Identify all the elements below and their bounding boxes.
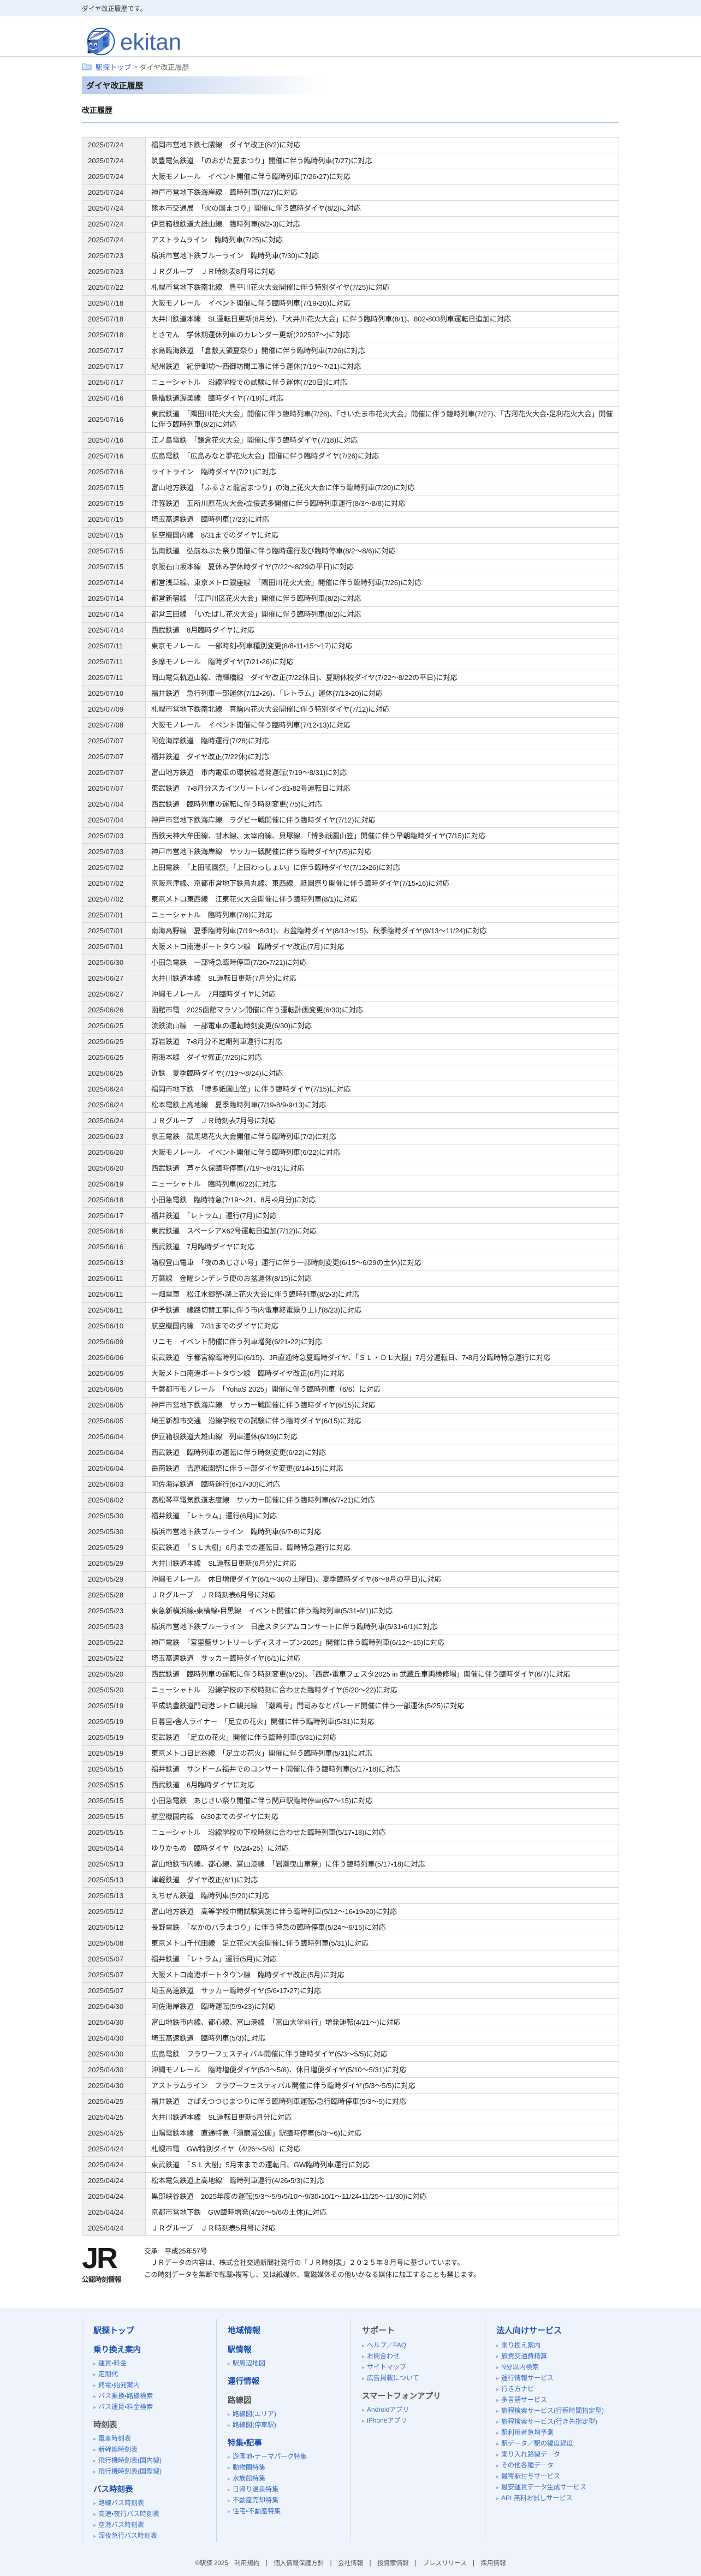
svg-text:駅: 駅 — [103, 37, 108, 42]
svg-text:探: 探 — [103, 42, 108, 48]
